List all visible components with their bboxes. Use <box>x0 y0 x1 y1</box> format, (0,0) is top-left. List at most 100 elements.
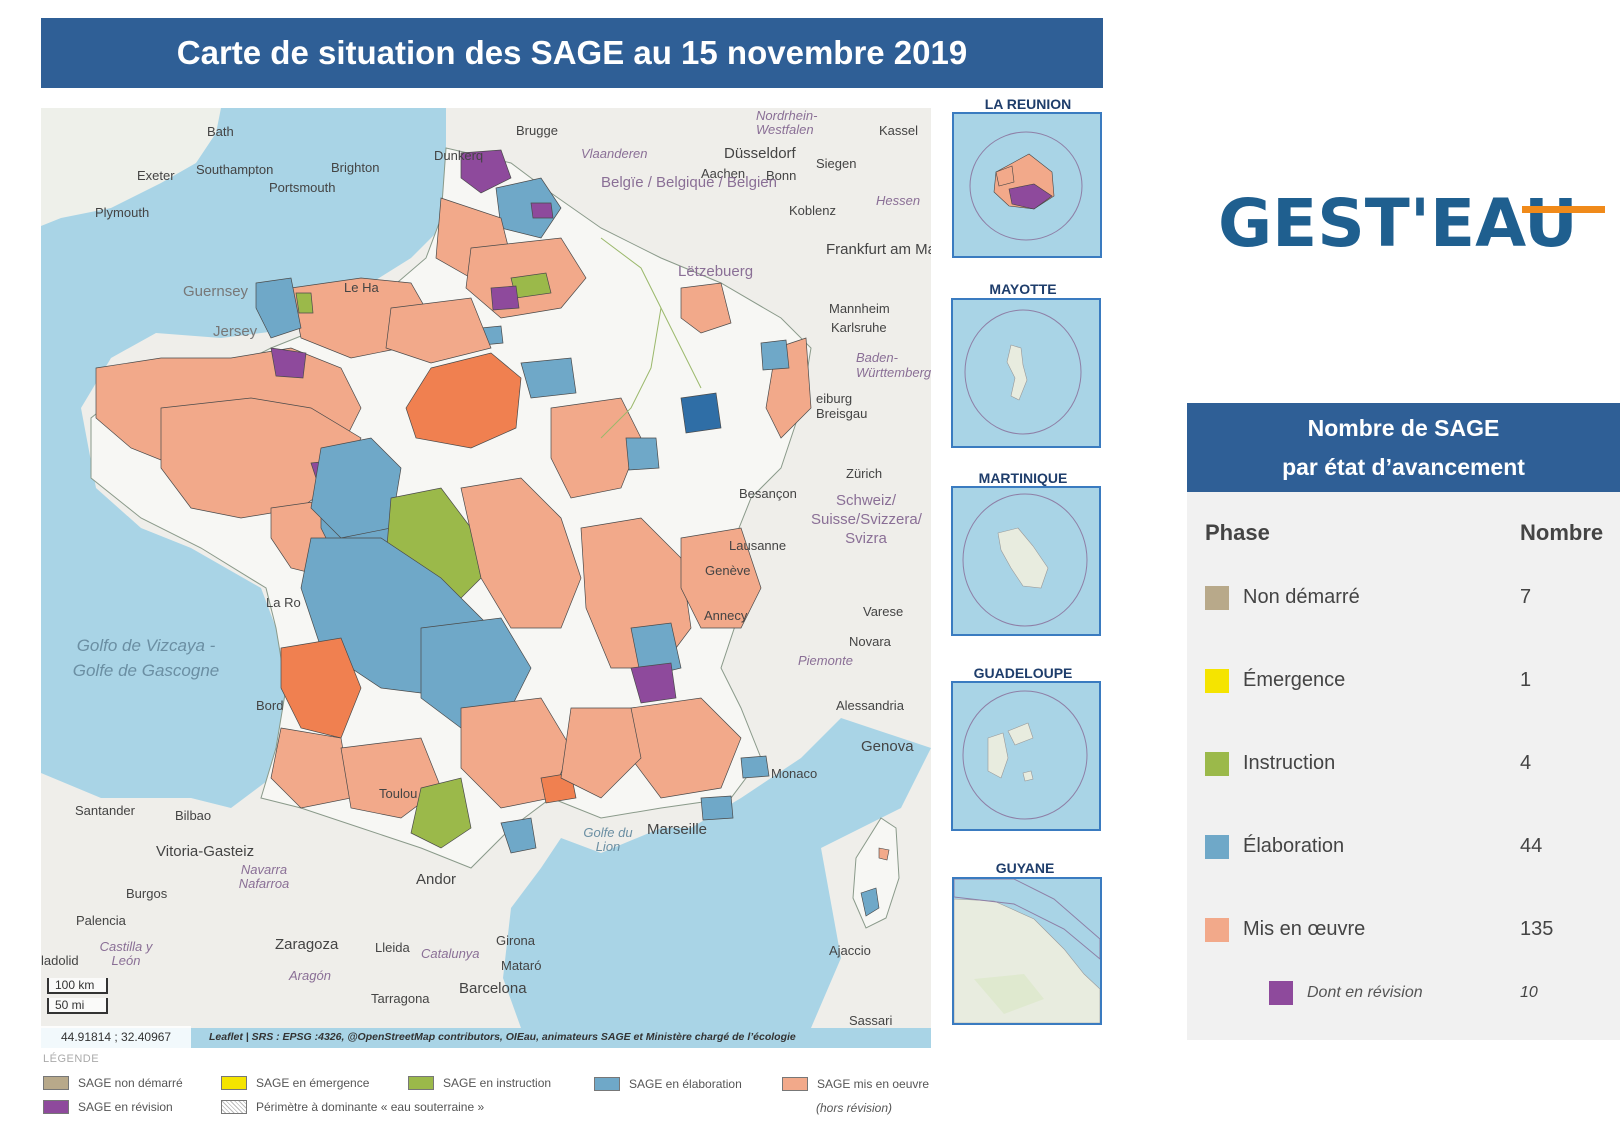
stats-row-non-demarre: Non démarré 7 <box>1187 584 1620 614</box>
label-marseille: Marseille <box>647 821 708 838</box>
label-dusseldorf: Düsseldorf <box>724 145 796 162</box>
main-map[interactable]: Bath Brugge Nordrhein- Westfalen Kassel … <box>41 108 931 1048</box>
label-frankfurt: Frankfurt am Main <box>826 241 931 258</box>
phase-swatch <box>1205 918 1229 942</box>
label-novara: Novara <box>849 634 891 649</box>
inset-reunion[interactable] <box>952 112 1102 258</box>
legend-item-mis-en-oeuvre: SAGE mis en oeuvre <box>782 1077 929 1091</box>
phase-swatch <box>1205 835 1229 859</box>
label-freiburg: eiburg Breisgau <box>816 391 868 421</box>
phase-swatch <box>1205 586 1229 610</box>
label-mataro: Mataró <box>501 958 542 973</box>
phase-swatch <box>1205 669 1229 693</box>
inset-title-reunion: LA REUNION <box>984 96 1072 112</box>
label-besancon: Besançon <box>739 486 797 501</box>
stats-row-mis-en-oeuvre: Mis en œuvre 135 <box>1187 916 1620 946</box>
inset-guyane-canvas <box>954 879 1100 1023</box>
label-karlsruhe: Karlsruhe <box>831 320 887 335</box>
page-title: Carte de situation des SAGE au 15 novemb… <box>41 18 1103 88</box>
label-castilla: Castilla y León <box>99 939 153 968</box>
inset-guyane[interactable] <box>952 877 1102 1025</box>
inset-guadeloupe-canvas <box>962 690 1088 820</box>
inset-martinique[interactable] <box>951 486 1101 636</box>
legend-item-non-demarre: SAGE non démarré <box>43 1076 183 1090</box>
label-annecy: Annecy <box>704 608 748 623</box>
legend-label: SAGE en émergence <box>256 1076 370 1090</box>
label-andorra: Andor <box>416 871 457 888</box>
label-burgos: Burgos <box>126 886 168 901</box>
label-bonn: Bonn <box>766 168 797 183</box>
stats-row-elaboration: Élaboration 44 <box>1187 833 1620 863</box>
label-geneve: Genève <box>705 563 751 578</box>
map-coordinates: 44.91814 ; 32.40967 <box>41 1026 192 1048</box>
inset-title-martinique: MARTINIQUE <box>978 470 1068 486</box>
inset-martinique-canvas <box>962 493 1088 627</box>
stats-panel-title-line1: Nombre de SAGE <box>1307 415 1500 441</box>
label-exeter: Exeter <box>137 168 175 183</box>
label-zaragoza: Zaragoza <box>275 936 339 953</box>
phase-label: Émergence <box>1243 669 1346 691</box>
phase-count: 135 <box>1520 918 1554 940</box>
label-golfe-lion: Golfe du Lion <box>583 825 633 854</box>
label-aachen: Aachen <box>701 166 746 181</box>
stats-panel: Phase Nombre Non démarré 7 Émergence 1 I… <box>1187 492 1620 1040</box>
stats-panel-header: Nombre de SAGE par état d’avancement <box>1187 403 1620 492</box>
label-lausanne: Lausanne <box>729 538 787 553</box>
label-letzebuerg: Lëtzebuerg <box>678 263 754 280</box>
inset-mayotte[interactable] <box>951 298 1101 448</box>
sage-manche-green <box>295 292 314 314</box>
label-portsmouth: Portsmouth <box>269 180 336 195</box>
phase-count: 1 <box>1520 669 1532 691</box>
label-guernsey: Guernsey <box>183 283 249 300</box>
label-plymouth: Plymouth <box>95 205 150 220</box>
label-vlaanderen: Vlaanderen <box>581 146 648 161</box>
label-schweiz: Schweiz/ Suisse/Svizzera/ Svizra <box>811 492 922 547</box>
label-ajaccio: Ajaccio <box>829 943 871 958</box>
inset-guadeloupe[interactable] <box>951 681 1101 831</box>
label-palencia: Palencia <box>76 913 126 928</box>
sage-oise-revision <box>490 285 520 311</box>
sage-manche-blue <box>255 277 302 339</box>
label-catalunya: Catalunya <box>421 946 480 961</box>
label-santander: Santander <box>75 803 135 818</box>
phase-swatch <box>1269 981 1293 1005</box>
stats-row-instruction: Instruction 4 <box>1187 750 1620 780</box>
legend-item-emergence: SAGE en émergence <box>221 1076 369 1090</box>
phase-label: Élaboration <box>1243 835 1345 857</box>
label-navarra: Navarra Nafarroa <box>238 862 290 891</box>
phase-count: 4 <box>1520 752 1532 774</box>
land-uk <box>41 108 221 226</box>
label-brighton: Brighton <box>331 160 380 175</box>
label-aragon: Aragón <box>289 968 331 983</box>
legend-label: Périmètre à dominante « eau souterraine … <box>256 1100 485 1114</box>
sage-roussillon-blue <box>500 817 537 854</box>
sage-west-revision <box>270 347 307 379</box>
phase-label: Dont en révision <box>1307 984 1423 1001</box>
col-header-count: Nombre <box>1520 520 1604 545</box>
label-monaco: Monaco <box>771 766 818 781</box>
phase-swatch <box>1205 752 1229 776</box>
sage-seine-blue <box>520 357 577 399</box>
label-toulouse: Toulou <box>379 786 418 801</box>
label-genova: Genova <box>861 738 914 755</box>
logo-accent-bar <box>1522 206 1605 213</box>
label-valladolid: ladolid <box>41 953 79 968</box>
sage-auvergne <box>460 477 582 629</box>
legend-item-eau-souterraine: Périmètre à dominante « eau souterraine … <box>221 1100 484 1114</box>
label-mannheim: Mannheim <box>829 301 890 316</box>
gesteau-logo: GEST'EAU <box>1218 185 1578 262</box>
label-barcelona: Barcelona <box>459 980 527 997</box>
label-vitoria: Vitoria-Gasteiz <box>156 843 255 860</box>
label-girona: Girona <box>496 933 536 948</box>
scale-km: 100 km <box>47 978 108 994</box>
label-baden: Baden-Württemberg <box>856 350 931 380</box>
sage-drome-revision <box>630 662 677 704</box>
phase-label: Instruction <box>1243 752 1336 774</box>
legend-label: SAGE non démarré <box>78 1076 183 1090</box>
label-piemonte: Piemonte <box>798 653 853 668</box>
phase-label: Non démarré <box>1243 586 1360 608</box>
label-varese: Varese <box>863 604 904 619</box>
sage-lorraine <box>680 282 732 334</box>
label-hessen: Hessen <box>876 193 921 208</box>
legend-label: SAGE en révision <box>78 1100 173 1114</box>
